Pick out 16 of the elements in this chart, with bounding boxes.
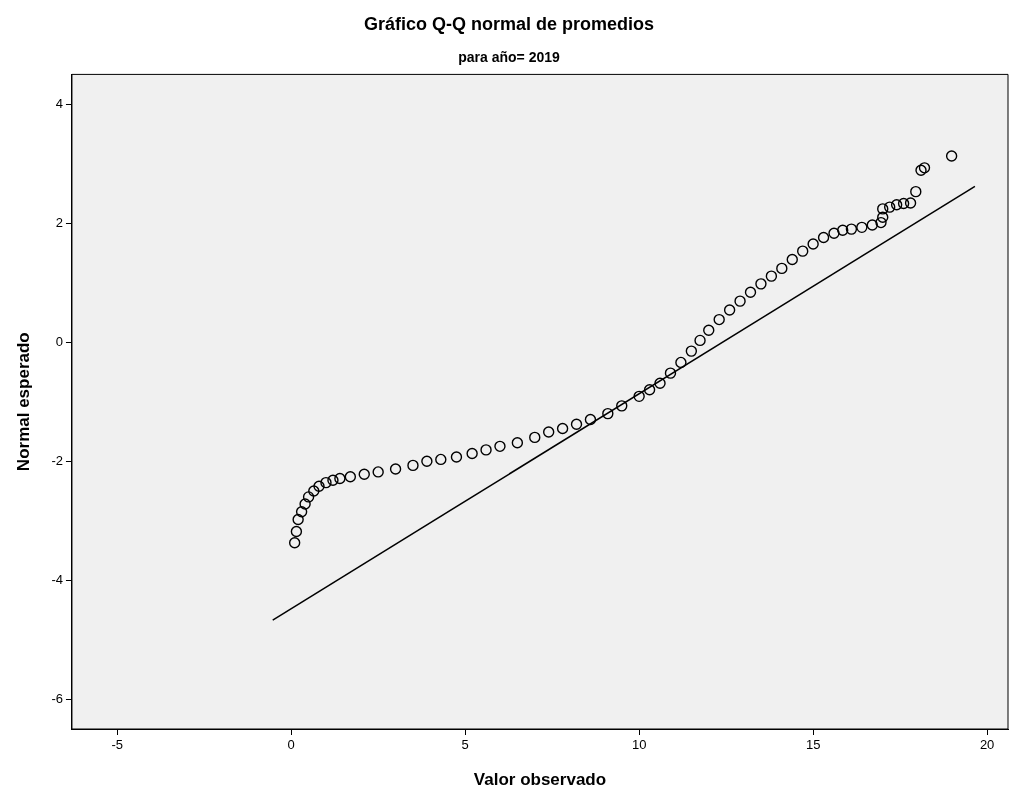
- x-tick-label: 15: [805, 737, 821, 753]
- x-tick-label: 10: [631, 737, 647, 753]
- y-tick-label: -6: [51, 690, 63, 706]
- y-tick-label: 0: [55, 333, 63, 349]
- y-tick-label: 2: [55, 214, 63, 230]
- x-tick-label: 20: [979, 737, 995, 753]
- x-axis-title: Valor observado: [473, 770, 607, 790]
- chart-subtitle: para año= 2019: [458, 48, 560, 65]
- x-tick-label: 0: [287, 737, 295, 753]
- y-tick-label: 4: [55, 95, 63, 111]
- y-tick-label: -2: [51, 452, 63, 468]
- y-tick-label: -4: [51, 571, 63, 587]
- x-tick-label: -5: [111, 737, 123, 753]
- x-tick-label: 5: [461, 737, 469, 753]
- chart-title: Gráfico Q-Q normal de promedios: [363, 13, 655, 34]
- y-axis-title: Normal esperado: [13, 332, 33, 472]
